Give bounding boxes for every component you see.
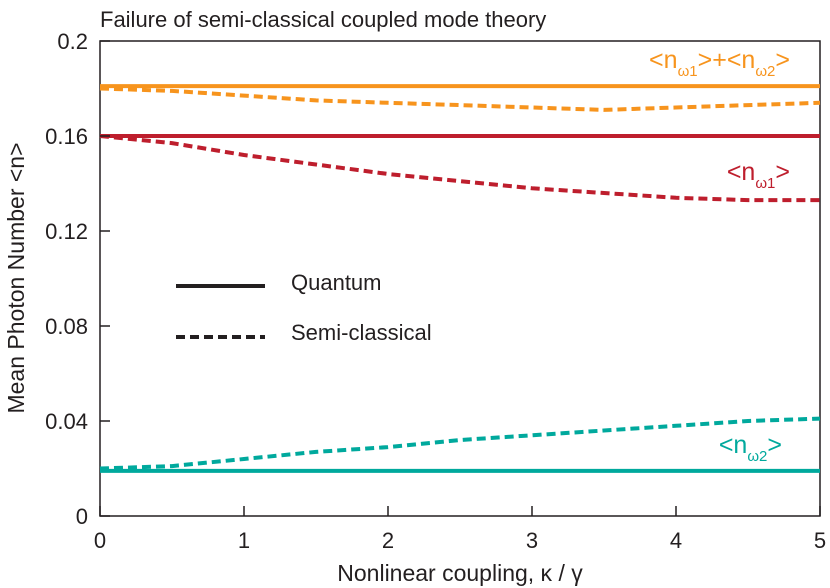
chart-marks: <nω1>+<nω2> <nω1> <nω2> <box>99 46 821 473</box>
plot-frame <box>99 40 821 517</box>
x-tick-label: 4 <box>670 528 682 553</box>
y-tick-label: 0 <box>76 504 88 529</box>
y-axis-label: Mean Photon Number <n> <box>3 142 29 413</box>
chart-axes: 0 1 2 3 4 5 0 0.04 0.08 0.12 0.16 0.2 <box>45 29 826 553</box>
series-label-sum: <nω1>+<nω2> <box>649 46 790 80</box>
x-tick-label: 1 <box>238 528 250 553</box>
x-axis-label: Nonlinear coupling, κ / γ <box>337 560 583 586</box>
y-tick-label: 0.2 <box>57 29 88 54</box>
chart-title: Failure of semi-classical coupled mode t… <box>100 7 546 32</box>
legend-label-quantum: Quantum <box>291 270 382 295</box>
y-tick-label: 0.12 <box>45 219 88 244</box>
x-tick-label: 0 <box>94 528 106 553</box>
series-label-w2: <nω2> <box>719 431 782 465</box>
legend-label-semi-classical: Semi-classical <box>291 320 432 345</box>
series-w1-dashed-line <box>99 134 820 203</box>
y-tick-label: 0.16 <box>45 124 88 149</box>
series-w2-dashed-line <box>99 416 821 471</box>
x-tick-label: 5 <box>814 528 826 553</box>
series-sum-dashed-line <box>99 86 821 112</box>
y-tick-label: 0.08 <box>45 314 88 339</box>
legend: Quantum Semi-classical <box>176 270 432 345</box>
series-label-w1: <nω1> <box>727 158 790 192</box>
x-tick-label: 3 <box>526 528 538 553</box>
y-tick-label: 0.04 <box>45 409 88 434</box>
x-tick-label: 2 <box>382 528 394 553</box>
